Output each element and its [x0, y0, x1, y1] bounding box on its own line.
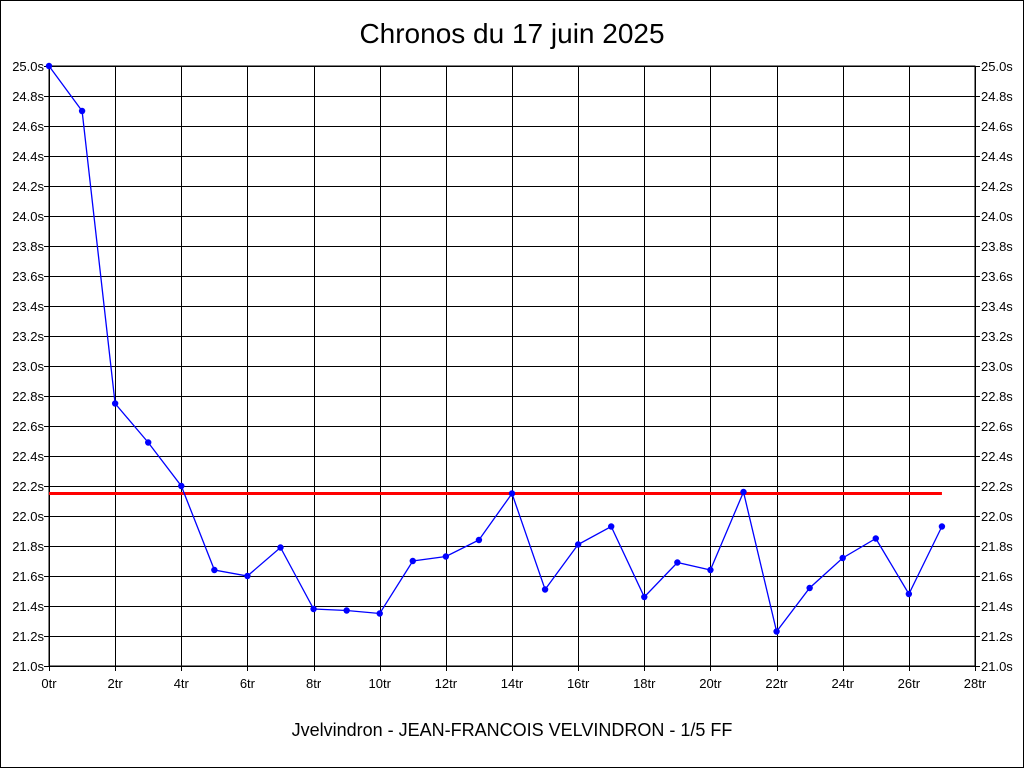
y-tick-label-right: 22.4s — [981, 449, 1013, 464]
x-tick-label: 28tr — [964, 676, 987, 691]
x-tick-label: 6tr — [240, 676, 256, 691]
chart-footer: Jvelvindron - JEAN-FRANCOIS VELVINDRON -… — [291, 720, 733, 740]
data-point — [674, 559, 681, 566]
data-point — [310, 605, 317, 613]
y-tick-label-left: 23.6s — [12, 269, 44, 284]
y-tick-label-right: 24.4s — [981, 149, 1013, 164]
data-point — [277, 544, 284, 551]
data-point — [475, 536, 483, 544]
y-tick-label-right: 21.8s — [981, 539, 1013, 554]
x-tick-label: 10tr — [369, 676, 392, 691]
data-point — [806, 584, 813, 592]
y-tick-label-right: 21.4s — [981, 599, 1013, 614]
x-tick-label: 12tr — [435, 676, 458, 691]
y-tick-label-left: 25.0s — [12, 59, 44, 74]
x-tick-label: 4tr — [174, 676, 190, 691]
y-tick-label-left: 24.4s — [12, 149, 44, 164]
y-tick-label-right: 24.6s — [981, 119, 1013, 134]
y-tick-label-right: 23.2s — [981, 329, 1013, 344]
x-tick-label: 24tr — [832, 676, 855, 691]
data-point — [641, 593, 648, 601]
x-tick-label: 2tr — [108, 676, 124, 691]
y-tick-label-left: 22.8s — [12, 389, 44, 404]
data-point — [145, 439, 152, 446]
data-point — [938, 523, 946, 530]
data-point — [541, 586, 549, 593]
data-point — [740, 488, 747, 496]
y-tick-label-left: 21.8s — [12, 539, 44, 554]
y-tick-label-right: 25.0s — [981, 59, 1013, 74]
y-tick-label-right: 21.6s — [981, 569, 1013, 584]
x-tick-label: 16tr — [567, 676, 590, 691]
y-tick-label-left: 22.0s — [12, 509, 44, 524]
grid — [44, 65, 980, 671]
data-point — [442, 553, 450, 560]
y-tick-label-left: 23.4s — [12, 299, 44, 314]
data-point — [343, 607, 350, 614]
data-point — [773, 628, 780, 635]
y-tick-label-left: 24.6s — [12, 119, 44, 134]
y-tick-label-left: 21.0s — [12, 659, 44, 674]
data-point — [211, 566, 218, 574]
y-tick-label-right: 21.0s — [981, 659, 1013, 674]
y-tick-label-left: 22.4s — [12, 449, 44, 464]
data-point — [905, 590, 913, 598]
y-tick-label-left: 21.6s — [12, 569, 44, 584]
y-tick-label-right: 24.0s — [981, 209, 1013, 224]
data-point — [78, 107, 86, 115]
data-point — [707, 566, 714, 574]
y-tick-label-right: 22.2s — [981, 479, 1013, 494]
y-tick-label-left: 24.8s — [12, 89, 44, 104]
data-point — [178, 482, 185, 490]
series-group — [45, 62, 946, 635]
y-tick-label-right: 24.2s — [981, 179, 1013, 194]
tick-labels: 0tr 2tr 4tr 6tr 8tr 10tr 12tr 14tr 16tr 18tr 20tr 2… — [12, 59, 1013, 691]
y-tick-label-left: 23.8s — [12, 239, 44, 254]
data-point — [111, 400, 119, 407]
data-point — [376, 610, 383, 617]
y-tick-label-left: 22.2s — [12, 479, 44, 494]
y-tick-label-right: 23.0s — [981, 359, 1013, 374]
y-tick-label-left: 22.6s — [12, 419, 44, 434]
y-tick-label-left: 21.2s — [12, 629, 44, 644]
y-tick-label-left: 23.2s — [12, 329, 44, 344]
chart-title: Chronos du 17 juin 2025 — [359, 18, 665, 49]
data-point — [608, 523, 615, 530]
y-tick-label-right: 22.6s — [981, 419, 1013, 434]
y-tick-label-right: 21.2s — [981, 629, 1013, 644]
data-point — [409, 557, 416, 565]
x-tick-label: 0tr — [41, 676, 57, 691]
series-line — [48, 65, 943, 633]
x-tick-label: 18tr — [633, 676, 656, 691]
y-tick-label-right: 23.6s — [981, 269, 1013, 284]
x-tick-label: 26tr — [898, 676, 921, 691]
y-tick-label-left: 23.0s — [12, 359, 44, 374]
y-tick-label-left: 21.4s — [12, 599, 44, 614]
y-tick-label-left: 24.0s — [12, 209, 44, 224]
data-point — [508, 490, 516, 497]
data-point — [872, 535, 879, 542]
y-tick-label-left: 24.2s — [12, 179, 44, 194]
y-tick-label-right: 23.8s — [981, 239, 1013, 254]
y-tick-label-right: 23.4s — [981, 299, 1013, 314]
data-point — [839, 554, 846, 562]
x-tick-label: 20tr — [699, 676, 722, 691]
x-tick-label: 22tr — [765, 676, 788, 691]
y-tick-label-right: 24.8s — [981, 89, 1013, 104]
data-point — [244, 572, 251, 580]
x-tick-label: 8tr — [306, 676, 322, 691]
x-tick-label: 14tr — [501, 676, 524, 691]
data-point — [45, 62, 53, 70]
y-tick-label-right: 22.8s — [981, 389, 1013, 404]
y-tick-label-right: 22.0s — [981, 509, 1013, 524]
data-point — [574, 541, 582, 548]
